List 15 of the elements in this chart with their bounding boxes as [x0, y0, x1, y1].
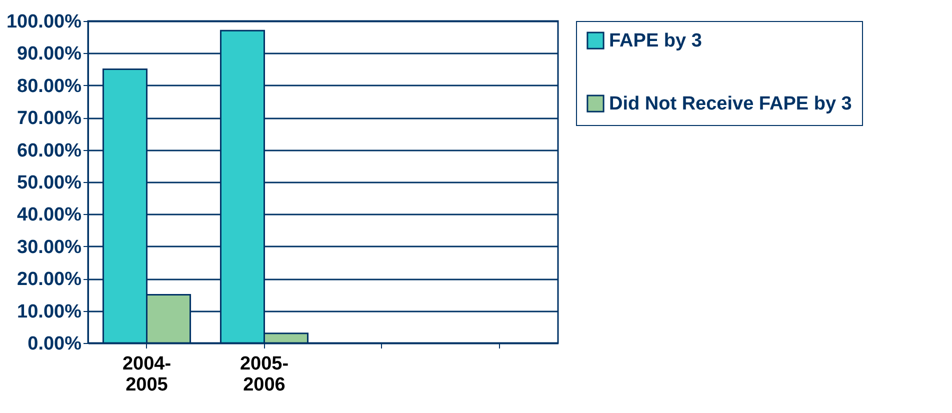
y-tick-label: 80.00% [17, 76, 82, 97]
y-tick-label: 30.00% [17, 236, 82, 258]
y-tick-label: 0.00% [28, 334, 82, 354]
y-tick-label: 40.00% [17, 204, 82, 226]
y-tick-label: 50.00% [17, 172, 82, 194]
legend-label: FAPE by 3 [609, 30, 702, 52]
y-tick-label: 90.00% [17, 44, 82, 65]
y-tick-label: 70.00% [17, 108, 82, 130]
y-tick-label: 10.00% [17, 301, 82, 322]
legend-label: Did Not Receive FAPE by 3 [609, 94, 852, 114]
y-tick-label: 20.00% [17, 269, 82, 290]
x-tick-label: 2005-2006 [240, 354, 289, 396]
y-tick-label: 60.00% [17, 140, 82, 162]
y-tick-label: 100.00% [6, 12, 82, 32]
x-tick-label: 2004-2005 [122, 354, 172, 396]
